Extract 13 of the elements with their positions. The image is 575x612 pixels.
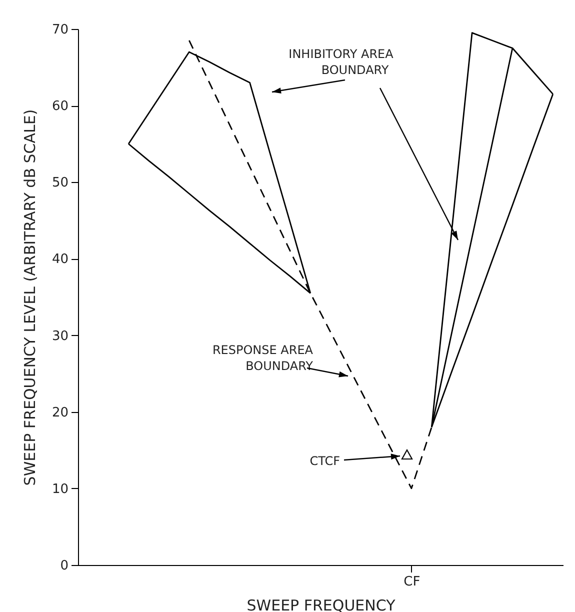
y-tick-label: 30 bbox=[52, 328, 68, 344]
annotation: INHIBITORY AREA BOUNDARY bbox=[288, 47, 394, 77]
annotation: CTCF bbox=[310, 454, 340, 468]
y-tick-label: 50 bbox=[52, 176, 68, 191]
annotation: RESPONSE AREA BOUNDARY bbox=[212, 343, 314, 373]
y-tick-label: 10 bbox=[52, 482, 68, 497]
y-tick-label: 60 bbox=[52, 99, 68, 114]
y-axis-title: SWEEP FREQUENCY LEVEL (ARBITRARY dB SCALE) bbox=[20, 109, 39, 486]
y-tick-label: 70 bbox=[52, 22, 68, 38]
y-tick-label: 40 bbox=[52, 252, 68, 268]
y-tick-label: 0 bbox=[60, 558, 68, 574]
x-tick-label: CF bbox=[404, 574, 420, 590]
y-tick-label: 20 bbox=[52, 405, 68, 420]
